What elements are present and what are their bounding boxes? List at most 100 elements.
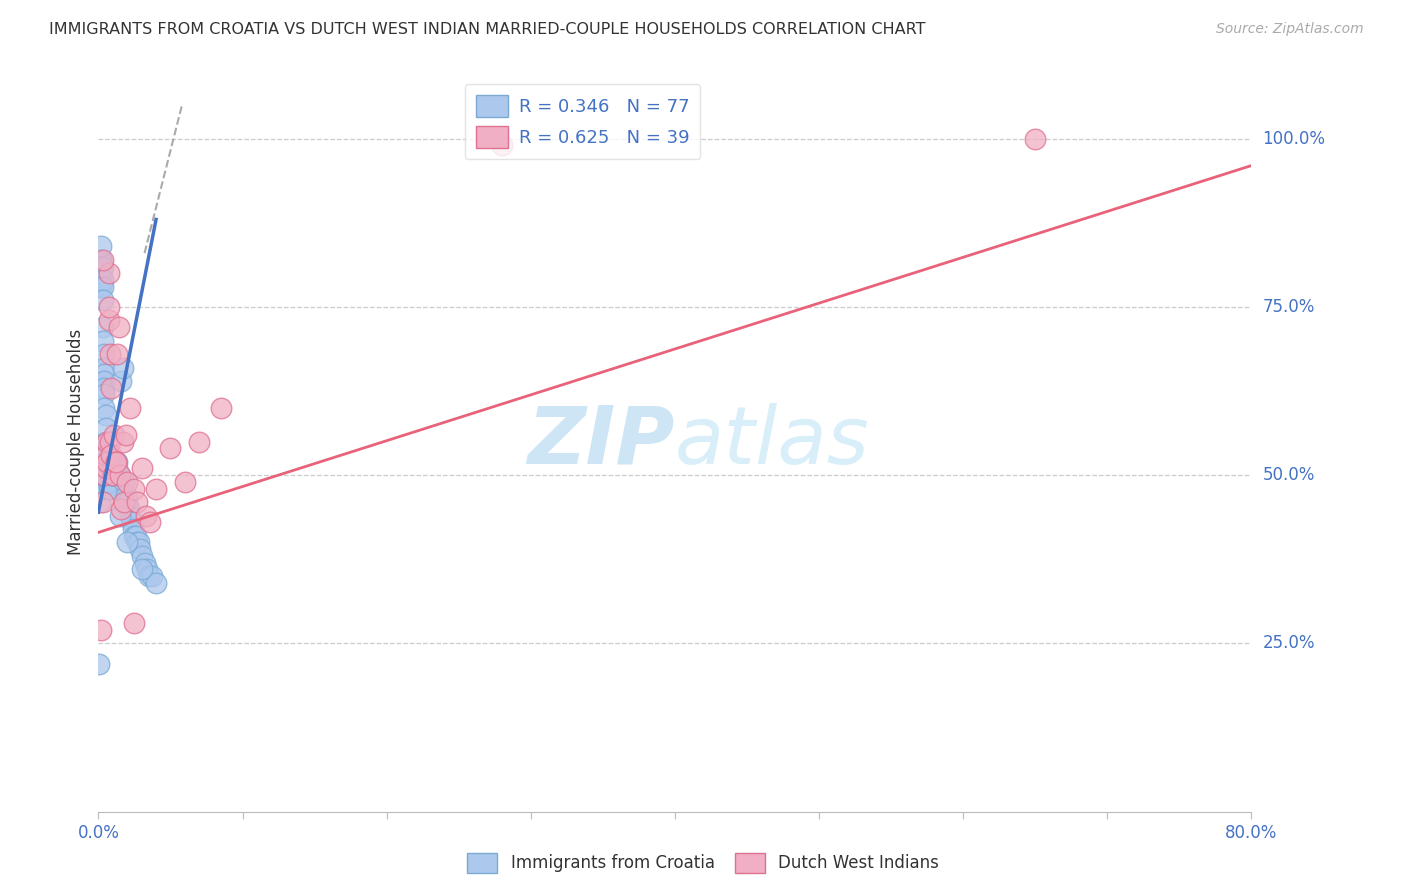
Point [124,616,146,631]
Point [90,252,112,267]
Point [94,461,117,475]
Point [114,427,136,442]
Point [96,482,118,496]
Legend: Immigrants from Croatia, Dutch West Indians: Immigrants from Croatia, Dutch West Indi… [461,847,945,880]
Point [100,461,122,475]
Point [98,482,121,496]
Text: IMMIGRANTS FROM CROATIA VS DUTCH WEST INDIAN MARRIED-COUPLE HOUSEHOLDS CORRELATI: IMMIGRANTS FROM CROATIA VS DUTCH WEST IN… [49,22,925,37]
Point [131,549,153,563]
Point [90,279,112,293]
Point [103,427,125,442]
Point [93,468,115,483]
Point [139,516,162,530]
Point [97,468,120,483]
Point [121,516,143,530]
Text: ZIP: ZIP [527,402,675,481]
Point [94,455,117,469]
Y-axis label: Married-couple Households: Married-couple Households [66,328,84,555]
Text: 75.0%: 75.0% [1263,298,1315,316]
Point [94,448,117,462]
Point [100,468,122,483]
Point [159,442,181,456]
Point [174,475,197,489]
Point [101,468,124,483]
Point [98,434,121,449]
Point [93,468,115,483]
Point [89,252,111,267]
Point [136,562,159,576]
Point [145,482,167,496]
Text: 50.0%: 50.0% [1263,467,1315,484]
Point [96,475,118,489]
Point [118,501,141,516]
Point [93,401,115,415]
Point [120,401,142,415]
Point [91,468,114,483]
Point [90,623,112,637]
Point [117,495,139,509]
Point [108,508,131,523]
Point [97,448,120,462]
Point [124,529,146,543]
Point [134,556,156,570]
Point [110,374,132,388]
Text: 25.0%: 25.0% [1263,634,1315,652]
Point [122,522,145,536]
Point [104,455,127,469]
Point [145,575,167,590]
Point [110,501,132,516]
Point [98,475,121,489]
Point [97,300,120,314]
Point [112,475,135,489]
Point [91,320,114,334]
Point [94,408,117,422]
Point [93,368,115,382]
Point [94,442,117,456]
Point [105,455,128,469]
Point [97,482,120,496]
Point [100,381,122,395]
Point [90,239,112,253]
Point [131,562,153,576]
Point [91,252,114,267]
Point [105,347,128,361]
Point [107,468,129,483]
Point [128,535,150,549]
Point [127,495,149,509]
Point [96,461,118,475]
Point [94,455,117,469]
Point [108,468,131,483]
Point [117,535,139,549]
Point [91,334,114,348]
Point [103,461,125,475]
Text: Source: ZipAtlas.com: Source: ZipAtlas.com [1216,22,1364,37]
Point [90,252,112,267]
Point [127,535,149,549]
Point [96,468,118,483]
Point [117,475,139,489]
Point [138,569,160,583]
Point [107,320,129,334]
Legend: R = 0.346   N = 77, R = 0.625   N = 39: R = 0.346 N = 77, R = 0.625 N = 39 [465,84,700,159]
Point [97,313,120,327]
Point [91,293,114,308]
Point [105,461,128,475]
Point [104,455,127,469]
Point [111,434,134,449]
Point [89,495,111,509]
Point [97,468,120,483]
Point [97,475,120,489]
Point [94,421,117,435]
Point [135,508,157,523]
Point [101,468,124,483]
Point [101,455,124,469]
Point [125,529,148,543]
Point [120,508,142,523]
Point [94,434,117,449]
Point [124,482,146,496]
Point [188,434,211,449]
Point [91,260,114,274]
Point [111,360,134,375]
Point [101,468,124,483]
Point [93,381,115,395]
